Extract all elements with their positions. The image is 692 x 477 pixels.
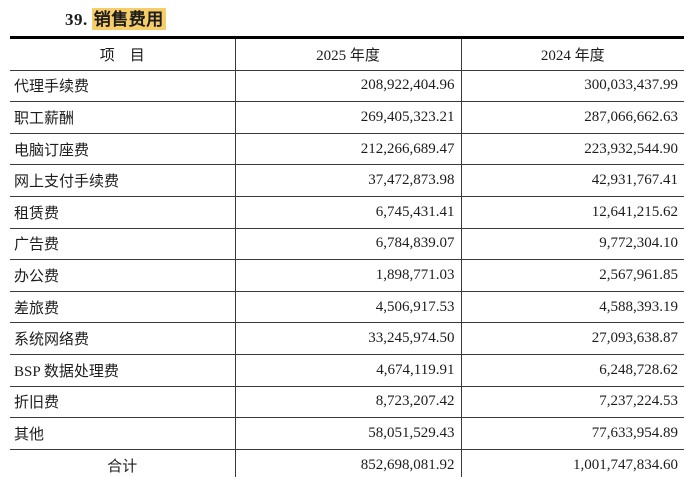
value-cell: 77,633,954.89	[461, 417, 684, 450]
column-header-2024: 2024 年度	[461, 37, 684, 71]
table-row: 办公费 1,898,771.03 2,567,961.85	[10, 259, 684, 292]
table-row: 其他 58,051,529.43 77,633,954.89	[10, 417, 684, 450]
section-title-highlighted-text: 销售费用	[91, 8, 166, 30]
value-cell: 6,784,839.07	[235, 228, 462, 261]
table-row: 租赁费 6,745,431.41 12,641,215.62	[10, 196, 684, 229]
item-cell: 差旅费	[10, 291, 236, 324]
value-cell: 6,248,728.62	[461, 354, 684, 387]
section-number: 39.	[65, 10, 88, 29]
item-cell: 网上支付手续费	[10, 164, 236, 197]
value-cell: 223,932,544.90	[461, 133, 684, 166]
column-header-2025: 2025 年度	[235, 37, 462, 71]
value-cell: 212,266,689.47	[235, 133, 462, 166]
table-row: 广告费 6,784,839.07 9,772,304.10	[10, 228, 684, 261]
table-row: 职工薪酬 269,405,323.21 287,066,662.63	[10, 101, 684, 134]
item-cell: 办公费	[10, 259, 236, 292]
value-cell: 269,405,323.21	[235, 101, 462, 134]
value-cell: 7,237,224.53	[461, 386, 684, 419]
value-cell: 287,066,662.63	[461, 101, 684, 134]
section-title: 39. 销售费用	[65, 5, 166, 30]
value-cell: 8,723,207.42	[235, 386, 462, 419]
value-cell: 37,472,873.98	[235, 164, 462, 197]
value-cell: 4,506,917.53	[235, 291, 462, 324]
item-cell: 租赁费	[10, 196, 236, 229]
item-cell: 其他	[10, 417, 236, 450]
value-cell: 33,245,974.50	[235, 322, 462, 355]
value-cell: 58,051,529.43	[235, 417, 462, 450]
value-cell: 300,033,437.99	[461, 70, 684, 103]
table-body: 代理手续费 208,922,404.96 300,033,437.99 职工薪酬 269…	[10, 70, 684, 477]
value-cell: 9,772,304.10	[461, 228, 684, 261]
expense-table: 项 目 2025 年度 2024 年度 代理手续费 208,922,404.96 3…	[10, 36, 684, 477]
value-cell: 42,931,767.41	[461, 164, 684, 197]
value-cell: 1,898,771.03	[235, 259, 462, 292]
item-cell: 广告费	[10, 228, 236, 261]
table-row: 系统网络费 33,245,974.50 27,093,638.87	[10, 322, 684, 355]
value-cell: 208,922,404.96	[235, 70, 462, 103]
table-row: 代理手续费 208,922,404.96 300,033,437.99	[10, 70, 684, 103]
value-cell: 27,093,638.87	[461, 322, 684, 355]
value-cell: 2,567,961.85	[461, 259, 684, 292]
table-row: 电脑订座费 212,266,689.47 223,932,544.90	[10, 133, 684, 166]
table-row: 差旅费 4,506,917.53 4,588,393.19	[10, 291, 684, 324]
column-header-item: 项 目	[10, 37, 236, 71]
item-cell: BSP 数据处理费	[10, 354, 236, 387]
table-row: 折旧费 8,723,207.42 7,237,224.53	[10, 386, 684, 419]
value-cell: 6,745,431.41	[235, 196, 462, 229]
item-cell: 电脑订座费	[10, 133, 236, 166]
value-cell: 852,698,081.92	[235, 449, 462, 477]
total-row: 合计 852,698,081.92 1,001,747,834.60	[10, 449, 684, 477]
item-cell: 代理手续费	[10, 70, 236, 103]
table-header-row: 项 目 2025 年度 2024 年度	[10, 37, 684, 71]
value-cell: 12,641,215.62	[461, 196, 684, 229]
item-cell: 折旧费	[10, 386, 236, 419]
table-row: BSP 数据处理费 4,674,119.91 6,248,728.62	[10, 354, 684, 387]
table-row: 网上支付手续费 37,472,873.98 42,931,767.41	[10, 164, 684, 197]
value-cell: 1,001,747,834.60	[573, 456, 678, 473]
item-cell: 系统网络费	[10, 322, 236, 355]
item-cell: 职工薪酬	[10, 101, 236, 134]
item-cell: 合计	[10, 449, 236, 477]
value-cell: 4,588,393.19	[461, 291, 684, 324]
value-cell: 4,674,119.91	[235, 354, 462, 387]
